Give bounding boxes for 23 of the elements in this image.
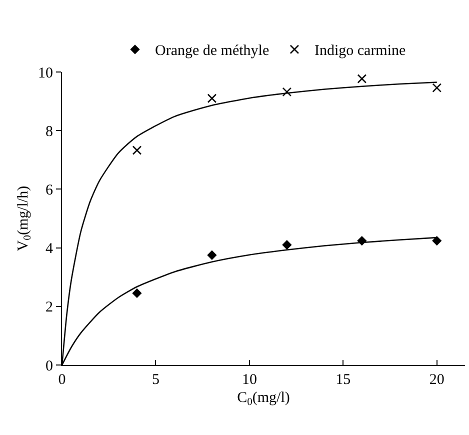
point	[432, 83, 442, 92]
y-tick-label: 6	[46, 182, 54, 198]
y-tick-label: 2	[46, 300, 53, 316]
x-tick-label: 5	[152, 372, 160, 388]
y-tick-label: 10	[38, 65, 53, 82]
legend-label: Orange de méthyle	[155, 43, 270, 60]
y-tick-label: 4	[46, 241, 54, 258]
point	[207, 94, 217, 104]
y-tick-label: 8	[46, 124, 53, 140]
point	[132, 146, 142, 155]
point	[432, 236, 442, 246]
point	[207, 250, 216, 260]
point	[357, 74, 367, 84]
x-axis-title: C$_{0}$(mg/l)	[237, 390, 290, 408]
x-tick-label: 20	[429, 372, 444, 388]
x-tick-label: 10	[242, 372, 257, 388]
x-tick-label: 15	[336, 372, 351, 388]
point	[132, 288, 142, 298]
y-tick-label: 0	[46, 358, 53, 374]
point	[282, 240, 292, 250]
point	[282, 87, 292, 97]
x-tick-label: 0	[58, 372, 66, 388]
legend-label: Indigo carmine	[314, 43, 406, 60]
